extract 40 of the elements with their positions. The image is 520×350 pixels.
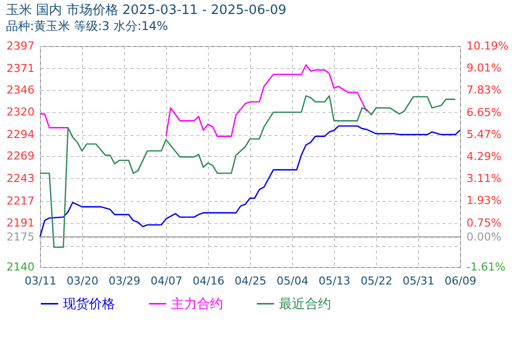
y2-tick-label: 7.83% bbox=[466, 84, 502, 97]
y-tick-label: 2294 bbox=[6, 128, 34, 142]
x-tick-label: 03/29 bbox=[108, 274, 140, 288]
y-tick-label: 2175 bbox=[6, 230, 34, 244]
y2-tick-label: 0.00% bbox=[466, 230, 502, 244]
y-tick-label: 2140 bbox=[6, 260, 34, 274]
x-tick-label: 06/09 bbox=[444, 274, 476, 288]
x-tick-label: 05/31 bbox=[402, 274, 434, 288]
line-series bbox=[39, 125, 461, 238]
x-tick-label: 05/22 bbox=[360, 274, 392, 288]
y-tick-label: 2191 bbox=[6, 216, 34, 230]
y2-tick-label: 0.75% bbox=[466, 216, 502, 230]
y-tick-label: 2397 bbox=[6, 40, 34, 52]
y-tick-label: 2371 bbox=[6, 62, 34, 75]
y2-tick-label: 9.01% bbox=[466, 62, 502, 75]
x-tick-label: 04/16 bbox=[192, 274, 224, 288]
y-tick-label: 2217 bbox=[6, 194, 34, 208]
legend-label: 最近合约 bbox=[279, 296, 331, 312]
line-series bbox=[39, 95, 456, 248]
x-tick-label: 05/13 bbox=[318, 274, 350, 288]
y-tick-label: 2243 bbox=[6, 172, 34, 185]
x-tick-label: 03/11 bbox=[24, 274, 56, 288]
x-tick-label: 04/07 bbox=[150, 274, 182, 288]
x-tick-label: 05/04 bbox=[276, 274, 308, 288]
y2-tick-label: 3.11% bbox=[466, 172, 502, 186]
chart-title: 玉米 国内 市场价格 2025-03-11 - 2025-06-09 bbox=[6, 3, 286, 18]
y2-tick-label: 6.65% bbox=[466, 106, 502, 119]
x-tick-label: 04/25 bbox=[234, 274, 266, 288]
y-tick-label: 2320 bbox=[6, 106, 34, 119]
y2-tick-label: 1.93% bbox=[466, 194, 502, 208]
y2-tick-label: -1.61% bbox=[466, 260, 506, 274]
y-tick-label: 2269 bbox=[6, 150, 34, 163]
y-tick-label: 2346 bbox=[6, 83, 34, 96]
y2-tick-label: 5.47% bbox=[466, 128, 502, 141]
x-tick-label: 03/20 bbox=[66, 274, 98, 288]
chart-subtitle: 品种:黄玉米 等级:3 水分:14% bbox=[6, 19, 168, 33]
legend-label: 主力合约 bbox=[171, 296, 223, 312]
y2-tick-label: 4.29% bbox=[466, 150, 502, 163]
y2-tick-label: 10.19% bbox=[466, 40, 508, 52]
legend-label: 现货价格 bbox=[63, 296, 115, 312]
